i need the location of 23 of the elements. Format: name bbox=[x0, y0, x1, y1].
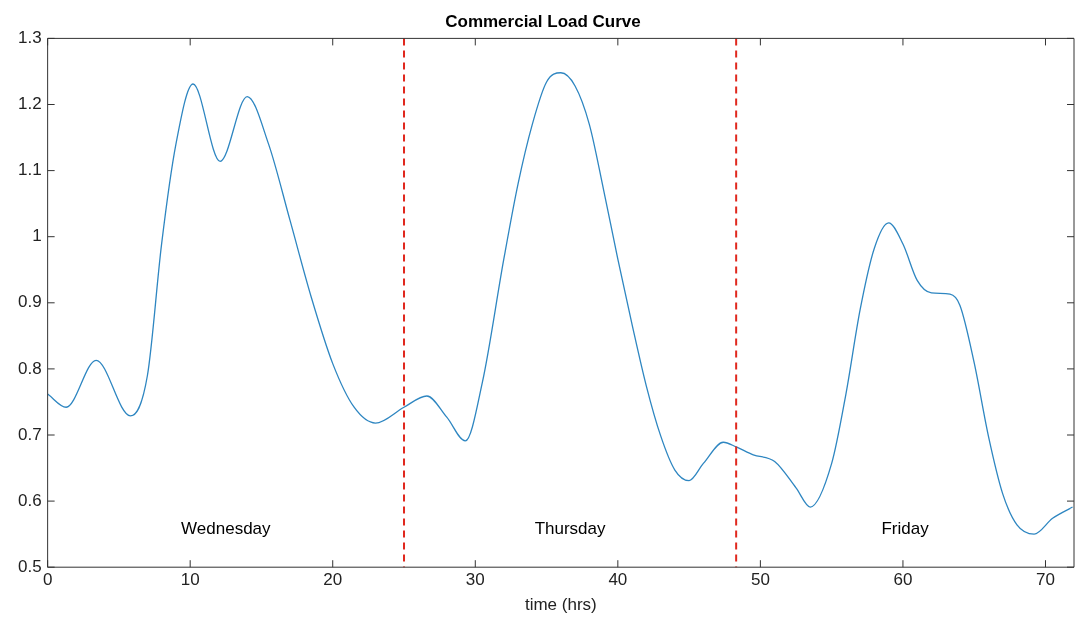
annotation: Friday bbox=[881, 518, 930, 538]
x-tick-label: 0 bbox=[42, 570, 53, 590]
chart-title: Commercial Load Curve bbox=[445, 11, 641, 31]
y-tick-label: 0.8 bbox=[17, 358, 42, 378]
y-tick-label: 0.9 bbox=[17, 292, 42, 312]
annotation: Thursday bbox=[534, 518, 607, 538]
y-tick-label: 1 bbox=[32, 226, 42, 246]
x-tick-label: 40 bbox=[608, 570, 628, 590]
y-tick-label: 1.1 bbox=[17, 160, 42, 180]
y-tick-label: 0.7 bbox=[17, 424, 42, 444]
y-tick-label: 0.5 bbox=[17, 556, 42, 576]
y-tick-label: 0.6 bbox=[17, 490, 42, 510]
x-tick-label: 70 bbox=[1036, 570, 1055, 590]
line-series bbox=[47, 72, 1074, 535]
x-axis-title: time (hrs) bbox=[524, 595, 597, 615]
annotation: Wednesday bbox=[181, 518, 272, 538]
x-tick-label: 30 bbox=[465, 570, 485, 590]
x-tick-label: 50 bbox=[750, 570, 770, 590]
y-tick-label: 1.2 bbox=[17, 94, 42, 114]
x-tick-label: 10 bbox=[180, 570, 200, 590]
y-tick-label: 1.3 bbox=[17, 28, 42, 48]
x-tick-label: 60 bbox=[893, 570, 913, 590]
x-tick-label: 20 bbox=[323, 570, 343, 590]
